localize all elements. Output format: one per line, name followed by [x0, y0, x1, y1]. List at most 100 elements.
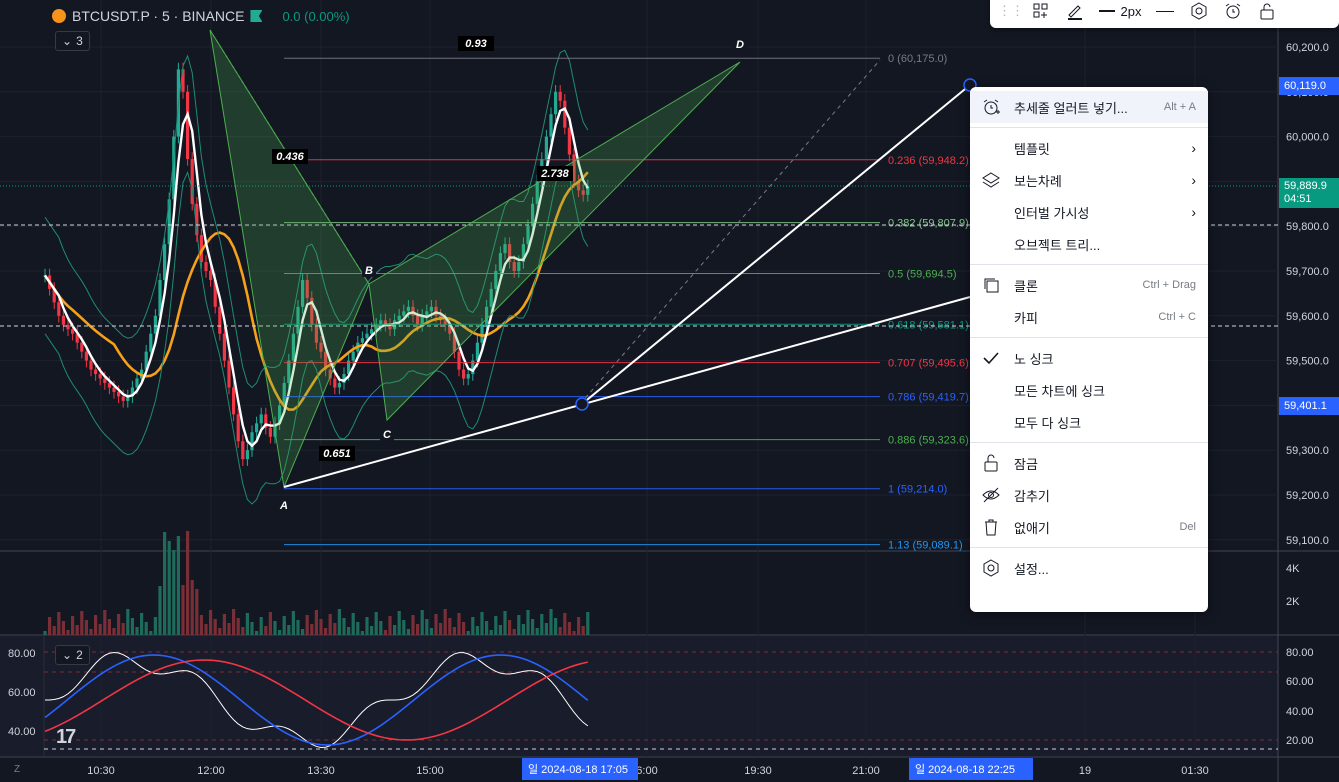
- volume-bar: [172, 550, 176, 635]
- volume-bar: [186, 531, 190, 635]
- volume-bar: [66, 630, 70, 635]
- templates-icon[interactable]: [1024, 0, 1058, 26]
- candle-body: [301, 279, 305, 307]
- candle-body: [117, 391, 121, 397]
- volume-bar: [512, 629, 516, 635]
- volume-bar: [503, 611, 507, 635]
- oscillator-collapse-button[interactable]: ⌄ 2: [55, 645, 90, 665]
- menu-remove[interactable]: 없애기 Del: [970, 511, 1208, 543]
- candle-body: [135, 378, 139, 388]
- menu-label: 모두 다 싱크: [1014, 415, 1082, 431]
- menu-divider: [970, 547, 1208, 548]
- symbol-header[interactable]: BTCUSDT.P · 5 · BINANCE 0.0 (0.00%): [52, 6, 350, 26]
- menu-sync-all-charts[interactable]: 모든 차트에 싱크: [970, 374, 1208, 406]
- timezone-icon[interactable]: Z: [14, 764, 21, 775]
- fib-level-label: 1.13 (59,089.1): [888, 540, 963, 552]
- menu-clone[interactable]: 클론 Ctrl + Drag: [970, 269, 1208, 301]
- volume-bar: [494, 616, 498, 635]
- trend-line-lower: [283, 296, 971, 488]
- candle-body: [383, 320, 387, 325]
- candle-body: [121, 396, 125, 401]
- volume-bar: [402, 620, 406, 635]
- volume-bar: [439, 623, 443, 635]
- bitcoin-icon: [52, 9, 66, 23]
- pattern-point-A: A: [277, 498, 291, 512]
- candle-body: [89, 360, 93, 370]
- menu-sync-everything[interactable]: 모두 다 싱크: [970, 406, 1208, 438]
- volume-bar: [370, 626, 374, 635]
- volume-bar: [324, 628, 328, 635]
- volume-bar: [232, 609, 236, 635]
- menu-lock[interactable]: 잠금: [970, 447, 1208, 479]
- candle-body: [227, 360, 231, 388]
- drag-handle-icon[interactable]: ⋮⋮: [998, 3, 1024, 18]
- menu-no-sync[interactable]: 노 싱크: [970, 342, 1208, 374]
- line-width-icon: [1098, 10, 1115, 12]
- menu-visual-order[interactable]: 보는차례 ›: [970, 164, 1208, 196]
- line-width-button[interactable]: 2px: [1092, 0, 1148, 26]
- menu-label: 오브젝트 트리...: [1014, 237, 1101, 253]
- candle-body: [457, 351, 461, 370]
- candle-body: [494, 271, 498, 289]
- line-style-icon[interactable]: [1148, 0, 1182, 26]
- volume-bar: [112, 628, 116, 635]
- lock-icon[interactable]: [1250, 0, 1284, 26]
- candle-body: [94, 369, 98, 375]
- candle-body: [517, 262, 521, 271]
- volume-bar: [535, 628, 539, 635]
- alert-icon[interactable]: [1216, 0, 1250, 26]
- anchor-price-tag: 59,401.1: [1279, 397, 1339, 415]
- volume-bar: [213, 619, 217, 635]
- volume-bar: [209, 610, 213, 635]
- volume-bar: [508, 620, 512, 635]
- menu-interval-visibility[interactable]: 인터벌 가시성 ›: [970, 196, 1208, 228]
- pattern-ratio-label: 0.651: [323, 448, 351, 460]
- menu-divider: [970, 127, 1208, 128]
- volume-axis-label: 4K: [1286, 563, 1300, 575]
- settings-icon[interactable]: [1182, 0, 1216, 26]
- candle-body: [190, 159, 194, 204]
- volume-bar: [80, 611, 84, 635]
- volume-bar: [43, 631, 47, 635]
- candle-body: [475, 342, 479, 361]
- volume-bar: [89, 629, 93, 635]
- pattern-ratio: 2.738: [537, 166, 573, 181]
- menu-hide[interactable]: 감추기: [970, 479, 1208, 511]
- osc-axis-left-label: 80.00: [8, 648, 36, 660]
- volume-bar: [144, 622, 148, 635]
- menu-settings[interactable]: 설정...: [970, 552, 1208, 584]
- symbol-title[interactable]: BTCUSDT.P · 5 · BINANCE: [72, 8, 245, 24]
- candle-body: [563, 100, 567, 128]
- volume-bar: [287, 625, 291, 635]
- candle-body: [337, 383, 341, 388]
- candle-body: [287, 360, 291, 383]
- candle-body: [508, 244, 512, 263]
- pattern-ratio: 0.93: [458, 36, 494, 51]
- menu-template[interactable]: 템플릿 ›: [970, 132, 1208, 164]
- candle-body: [126, 396, 130, 401]
- indicators-collapse-button[interactable]: ⌄ 3: [55, 31, 90, 51]
- chevron-right-icon: ›: [1191, 172, 1196, 188]
- volume-bar: [457, 613, 461, 635]
- volume-bar: [140, 613, 144, 635]
- candle-body: [471, 360, 475, 375]
- volume-bar: [388, 616, 392, 635]
- candle-body: [107, 383, 111, 388]
- line-color-icon[interactable]: [1058, 0, 1092, 26]
- candle-body: [425, 311, 429, 316]
- menu-object-tree[interactable]: 오브젝트 트리...: [970, 228, 1208, 260]
- candle-body: [503, 244, 507, 254]
- menu-add-alert[interactable]: 추세줄 얼러트 넣기... Alt + A: [970, 91, 1208, 123]
- time-tag-end: 일 2024-08-18 22:25: [909, 758, 1033, 780]
- volume-bar: [107, 619, 111, 635]
- candle-body: [204, 262, 208, 271]
- volume-bar: [374, 612, 378, 635]
- volume-bar: [434, 614, 438, 635]
- volume-bar: [416, 624, 420, 635]
- volume-bar: [52, 626, 56, 635]
- volume-bar: [475, 626, 479, 635]
- menu-copy[interactable]: 카피 Ctrl + C: [970, 301, 1208, 333]
- candle-body: [360, 338, 364, 343]
- volume-bar: [328, 614, 332, 635]
- current-price-tag: 59,889.9 04:51: [1279, 178, 1339, 208]
